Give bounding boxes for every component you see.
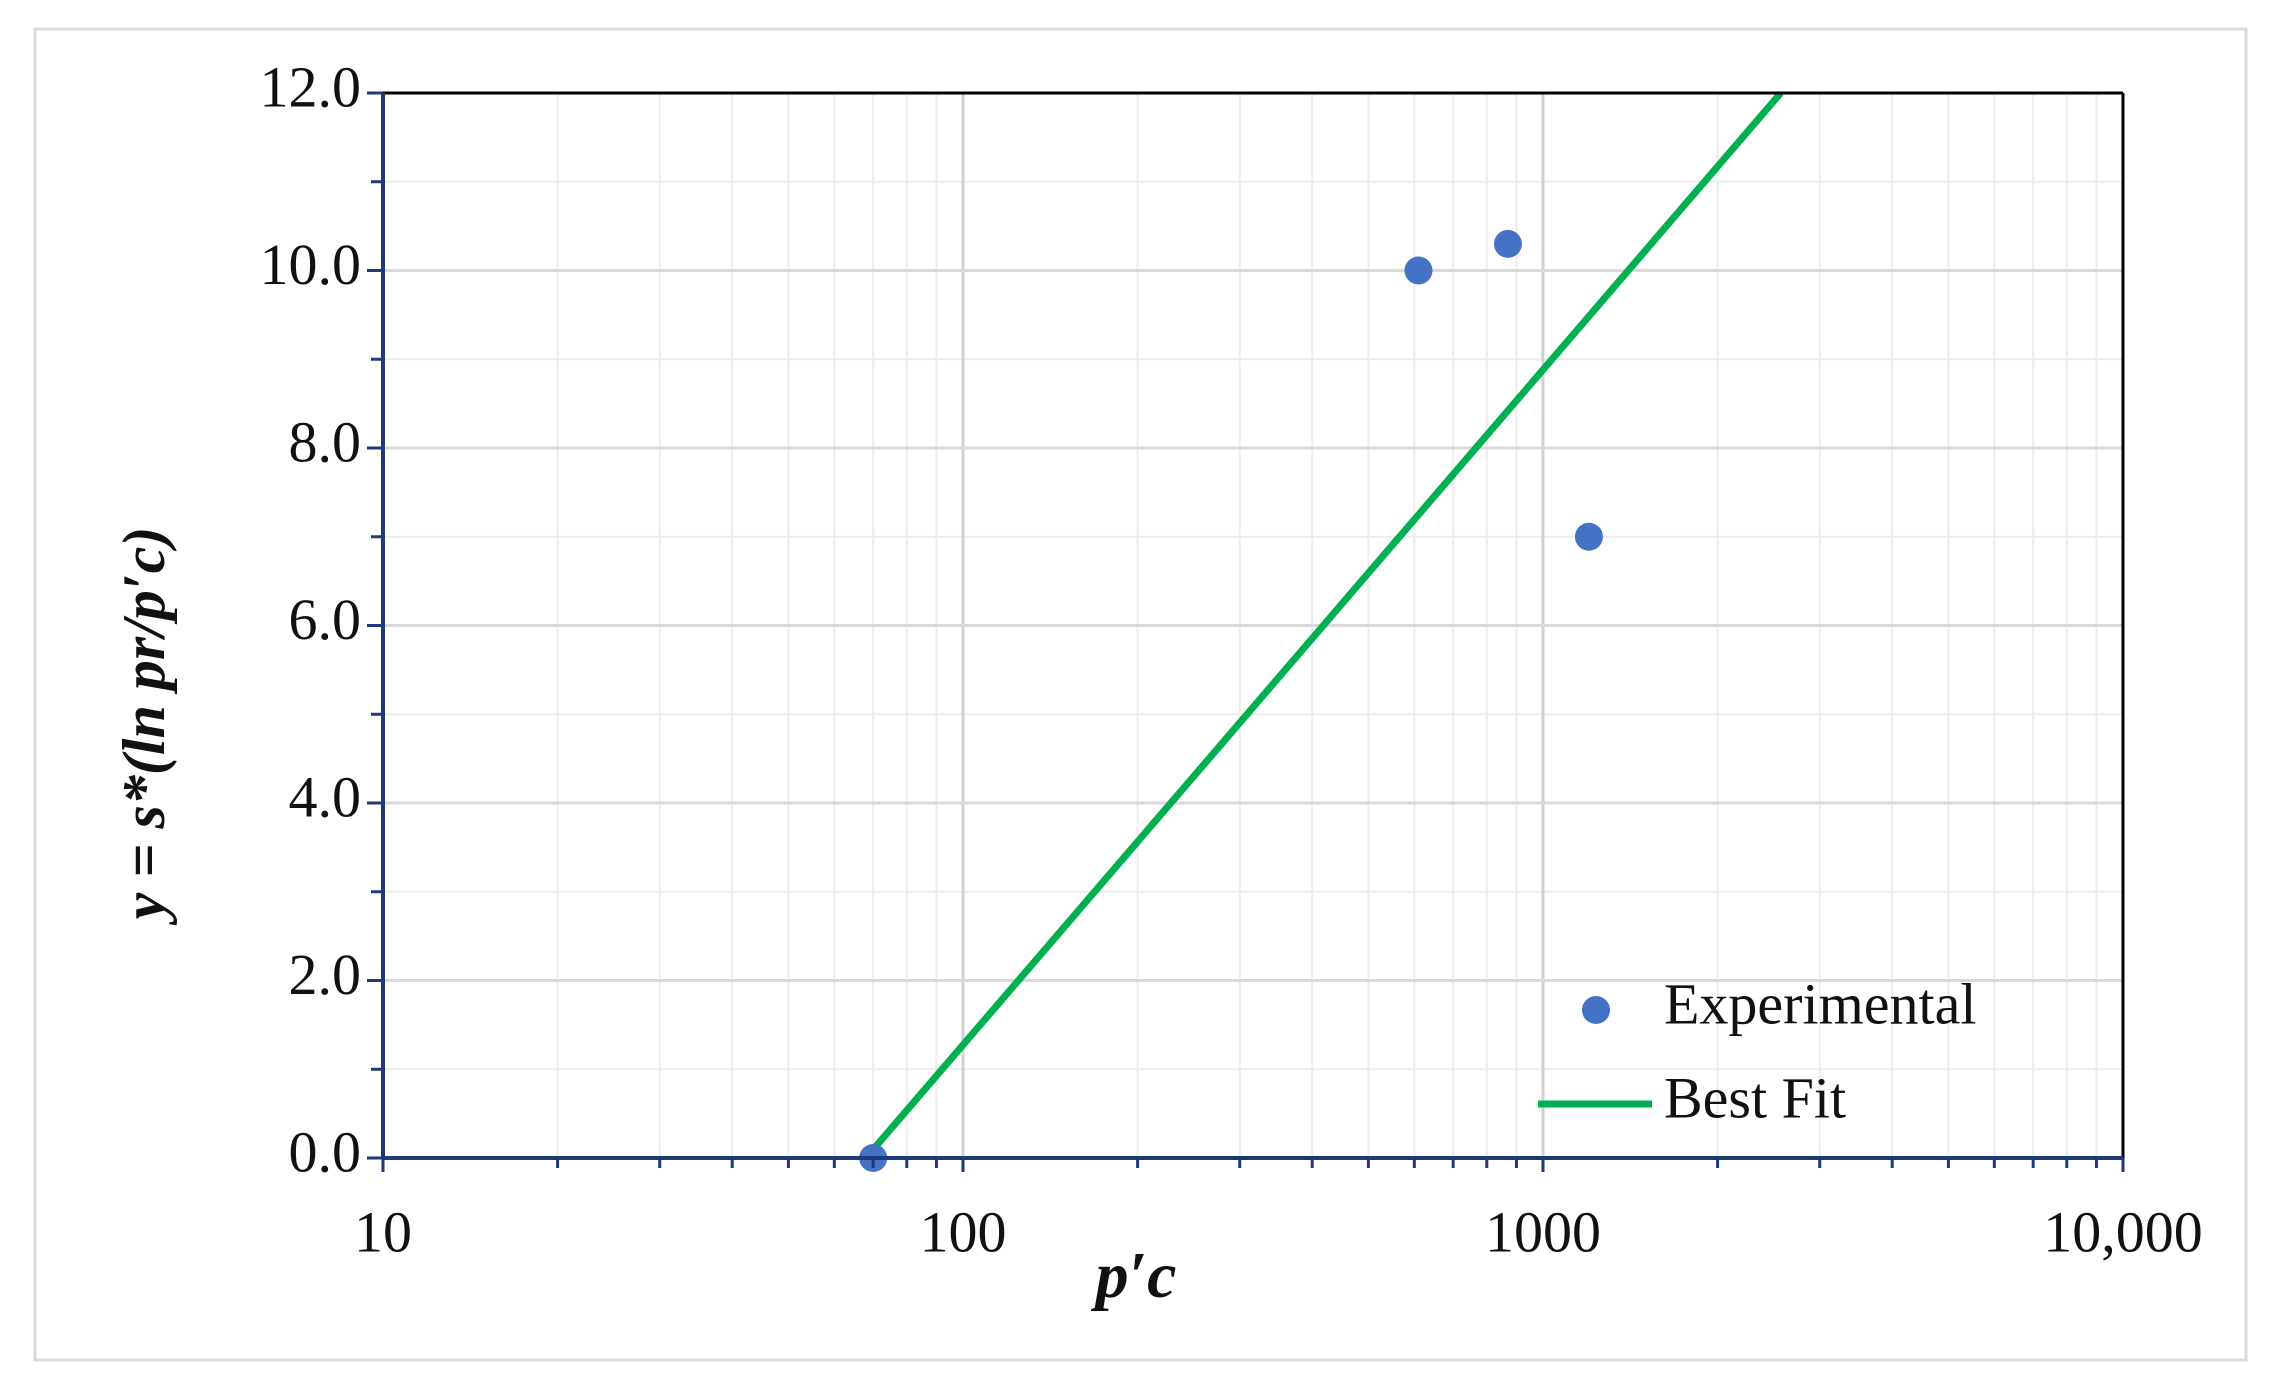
chart-frame	[33, 27, 2248, 1362]
y-tick-label: 6.0	[289, 587, 362, 652]
y-tick-label: 12.0	[260, 54, 362, 119]
x-tick-label: 10,000	[2043, 1199, 2203, 1264]
x-tick-label: 10	[354, 1199, 412, 1264]
data-point	[1493, 229, 1522, 258]
x-tick-label: 1000	[1485, 1199, 1601, 1264]
y-tick-label: 0.0	[289, 1119, 362, 1184]
y-tick-label: 2.0	[289, 942, 362, 1007]
y-tick-label: 4.0	[289, 764, 362, 829]
x-axis-label: p′c	[1091, 1239, 1177, 1312]
legend-label: Best Fit	[1664, 1065, 1846, 1130]
x-tick-label: 100	[920, 1199, 1007, 1264]
y-tick-label: 10.0	[260, 232, 362, 297]
data-point	[1574, 522, 1603, 551]
fit-line	[863, 90, 1784, 1161]
y-tick-label: 8.0	[289, 409, 362, 474]
data-point	[1404, 256, 1433, 285]
legend-label: Experimental	[1664, 971, 1976, 1036]
legend-marker	[1582, 996, 1610, 1024]
y-axis-label: y = s*(ln pr/p′c)	[111, 527, 177, 926]
plot-marks	[859, 90, 1784, 1172]
